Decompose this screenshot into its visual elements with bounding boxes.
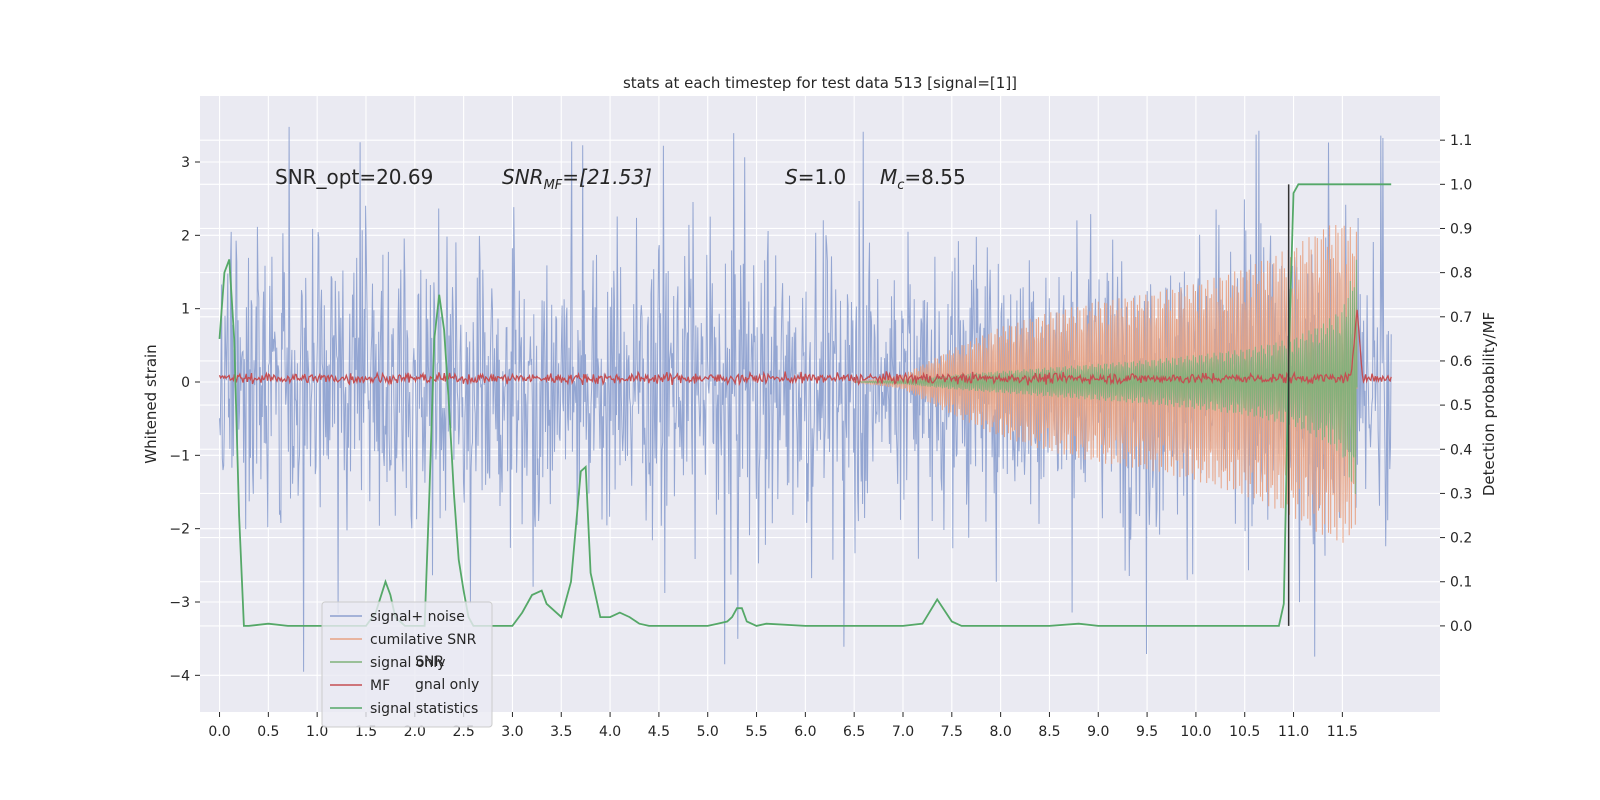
s-value: =1.0	[798, 165, 847, 189]
x-tick-label: 8.5	[1038, 724, 1060, 740]
x-tick-label: 10.0	[1180, 724, 1211, 740]
annotation-snr-opt: SNR_opt=20.69	[275, 165, 433, 189]
y-tick-label: 0	[181, 375, 190, 391]
annotation-s: S=1.0	[785, 165, 846, 189]
x-tick-label: 2.0	[404, 724, 426, 740]
x-tick-label: 0.5	[257, 724, 279, 740]
series-mf-line	[218, 309, 1392, 387]
y2-tick-label: 1.0	[1450, 177, 1472, 193]
legend-label: signal+ noise	[370, 609, 465, 625]
legend-label: cumilative SNR	[370, 632, 477, 648]
x-tick-label: 9.0	[1087, 724, 1109, 740]
y-tick-label: 3	[181, 155, 190, 171]
x-tick-label: 10.5	[1229, 724, 1260, 740]
x-tick-label: 7.0	[892, 724, 914, 740]
y-tick-label: −2	[169, 522, 190, 538]
x-tick-label: 6.5	[843, 724, 865, 740]
mc-value: =8.55	[904, 165, 965, 189]
snr-mf-value: =[21.53]	[562, 165, 652, 189]
x-tick-label: 4.5	[648, 724, 670, 740]
series-cumilative-snr-line	[854, 224, 1358, 543]
series-signal-only-line	[854, 259, 1358, 494]
snr-mf-prefix: SNR	[502, 165, 544, 189]
x-tick-label: 3.5	[550, 724, 572, 740]
x-tick-label: 6.0	[794, 724, 816, 740]
x-tick-label: 8.0	[989, 724, 1011, 740]
legend-ghost-label: gnal only	[415, 677, 479, 693]
legend-label: signal statistics	[370, 701, 478, 717]
y2-tick-label: 1.1	[1450, 133, 1472, 149]
legend-box	[321, 601, 493, 728]
y2-tick-label: 0.1	[1450, 575, 1472, 591]
y2-tick-label: 0.6	[1450, 354, 1472, 370]
legend-ghost-label: SNR	[415, 654, 444, 670]
x-tick-label: 11.5	[1327, 724, 1358, 740]
y-tick-label: −1	[169, 448, 190, 464]
y2-tick-label: 0.2	[1450, 531, 1472, 547]
x-tick-label: 7.5	[941, 724, 963, 740]
s-label: S	[785, 165, 798, 189]
y-tick-label: −3	[169, 595, 190, 611]
y-axis-label: Whitened strain	[142, 344, 160, 463]
legend-label: MF	[370, 678, 390, 694]
snr-mf-subscript: MF	[544, 178, 563, 193]
x-tick-label: 2.5	[452, 724, 474, 740]
x-tick-label: 5.0	[697, 724, 719, 740]
y2-axis-label: Detection probability/MF	[1480, 312, 1498, 496]
x-tick-label: 1.5	[355, 724, 377, 740]
x-tick-label: 11.0	[1278, 724, 1309, 740]
legend-label: signal only	[370, 655, 445, 671]
x-tick-label: 4.0	[599, 724, 621, 740]
series-layer	[218, 126, 1392, 672]
legend: SNR gnal only signal+ noise cumilative SNR s…	[321, 601, 493, 728]
mc-label: M	[880, 165, 897, 189]
y2-tick-label: 0.3	[1450, 486, 1472, 502]
y2-tick-label: 0.7	[1450, 310, 1472, 326]
y2-tick-label: 0.0	[1450, 619, 1472, 635]
annotation-mc: Mc=8.55	[880, 165, 966, 193]
y-tick-label: 2	[181, 228, 190, 244]
y-tick-label: 1	[181, 302, 190, 318]
annotation-snr-mf: SNRMF=[21.53]	[502, 165, 652, 193]
y2-tick-label: 0.4	[1450, 442, 1472, 458]
y2-tick-label: 0.8	[1450, 266, 1472, 282]
y2-tick-label: 0.5	[1450, 398, 1472, 414]
mc-subscript: c	[897, 178, 904, 193]
x-tick-label: 5.5	[745, 724, 767, 740]
x-tick-label: 1.0	[306, 724, 328, 740]
x-tick-label: 3.0	[501, 724, 523, 740]
chart-title: stats at each timestep for test data 513…	[623, 74, 1017, 92]
y2-tick-label: 0.9	[1450, 221, 1472, 237]
x-tick-label: 0.0	[208, 724, 230, 740]
x-tick-label: 9.5	[1136, 724, 1158, 740]
series-signal-statistics-line	[218, 183, 1392, 627]
y-tick-label: −4	[169, 668, 190, 684]
ticks: 0.0 0.5 1.0 1.5 2.0 2.5 3.0 3.5 4.0 4.5 5.0 5.5 6.0 6…	[169, 133, 1472, 740]
